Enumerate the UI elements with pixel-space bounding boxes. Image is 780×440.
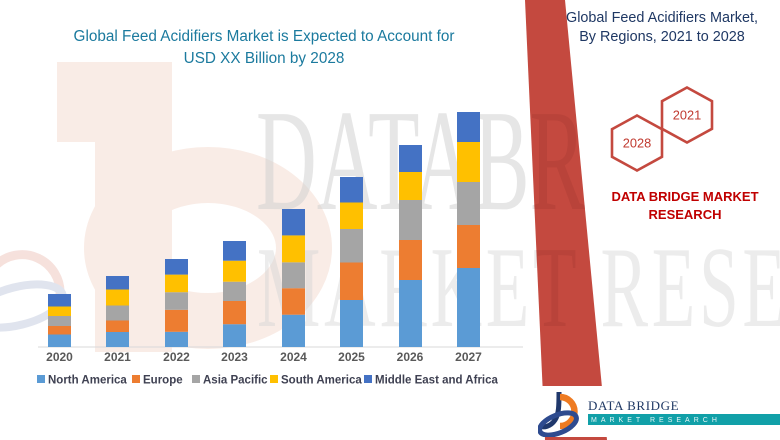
svg-text:2020: 2020 — [46, 350, 73, 364]
svg-text:2022: 2022 — [163, 350, 190, 364]
svg-text:2026: 2026 — [397, 350, 424, 364]
svg-text:2023: 2023 — [221, 350, 248, 364]
svg-text:MARKET RESEARCH: MARKET RESEARCH — [257, 224, 780, 351]
svg-text:DATA BRIDGE: DATA BRIDGE — [588, 398, 679, 413]
svg-text:2024: 2024 — [280, 350, 307, 364]
svg-text:2027: 2027 — [455, 350, 482, 364]
svg-text:Middle East and Africa: Middle East and Africa — [375, 375, 499, 387]
svg-text:2021: 2021 — [104, 350, 131, 364]
svg-text:Asia Pacific: Asia Pacific — [203, 375, 268, 387]
svg-text:North America: North America — [48, 375, 127, 387]
svg-text:Europe: Europe — [143, 375, 183, 387]
svg-text:2021: 2021 — [673, 108, 701, 123]
svg-text:2025: 2025 — [338, 350, 365, 364]
svg-text:2028: 2028 — [623, 136, 651, 151]
svg-text:South America: South America — [281, 375, 362, 387]
svg-text:MARKET RESEARCH: MARKET RESEARCH — [591, 417, 721, 424]
